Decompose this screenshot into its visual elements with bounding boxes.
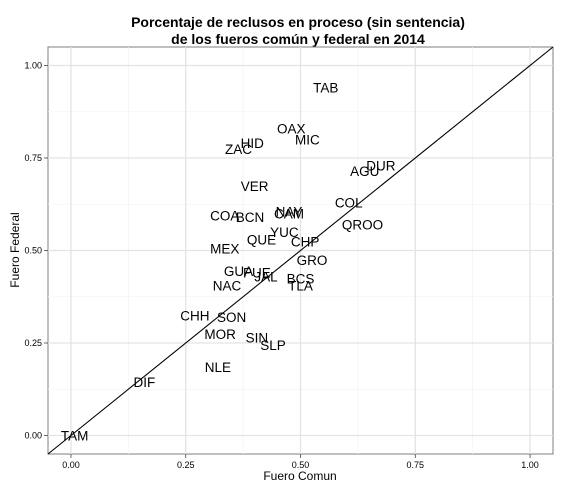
point-label-coa: COA xyxy=(210,208,239,223)
point-label-mic: MIC xyxy=(295,133,320,148)
point-label-tla: TLA xyxy=(288,279,313,294)
point-label-chp: CHP xyxy=(291,234,320,249)
point-label-gro: GRO xyxy=(297,253,328,268)
point-label-qroo: QROO xyxy=(342,218,383,233)
point-label-nac: NAC xyxy=(213,279,242,294)
y-tick-label: 0.75 xyxy=(24,153,42,163)
point-label-ver: VER xyxy=(241,179,269,194)
x-tick-label: 0.50 xyxy=(292,460,310,470)
point-label-yuc: YUC xyxy=(270,225,299,240)
x-tick-label: 1.00 xyxy=(521,460,539,470)
point-label-sin: SIN xyxy=(246,330,269,345)
y-tick-label: 0.25 xyxy=(24,338,42,348)
x-tick-label: 0.75 xyxy=(407,460,425,470)
point-label-nle: NLE xyxy=(205,360,231,375)
point-label-que: QUE xyxy=(247,232,276,247)
x-tick-label: 0.00 xyxy=(62,460,80,470)
point-label-oax: OAX xyxy=(277,121,306,136)
plot-area: 0.00 0.25 0.50 0.75 1.00 0.00 0.25 0.50 0.75 1.00… xyxy=(24,46,554,470)
chart-title-line-1: Porcentaje de reclusos en proceso (sin s… xyxy=(131,14,465,30)
point-label-mor: MOR xyxy=(204,327,236,342)
point-label-nay: NAY xyxy=(276,205,303,220)
point-label-son: SON xyxy=(217,310,246,325)
point-label-hid: HID xyxy=(241,136,265,151)
point-label-cam: CAM xyxy=(274,207,304,222)
point-label-tam: TAM xyxy=(61,429,89,444)
point-label-dif: DIF xyxy=(134,375,156,390)
y-axis-title: Fuero Federal xyxy=(8,212,22,287)
point-label-mex: MEX xyxy=(210,242,239,257)
point-label-tab: TAB xyxy=(313,81,338,96)
point-label-zac: ZAC xyxy=(225,142,252,157)
point-label-gua: GUA xyxy=(224,264,253,279)
point-label-jal: JAL xyxy=(254,269,278,284)
point-label-dur: DUR xyxy=(366,158,395,173)
point-label-chh: CHH xyxy=(180,308,209,323)
x-axis-title: Fuero Comun xyxy=(263,469,336,483)
point-label-col: COL xyxy=(335,195,363,210)
y-tick-label: 0.50 xyxy=(24,246,42,256)
point-label-agu: AGU xyxy=(350,164,379,179)
chart-title-line-2: de los fueros común y federal en 2014 xyxy=(171,31,425,47)
y-tick-label: 1.00 xyxy=(24,61,42,71)
point-label-bcs: BCS xyxy=(287,271,315,286)
y-tick-label: 0.00 xyxy=(24,431,42,441)
point-label-bcn: BCN xyxy=(236,210,265,225)
point-label-pue: PUE xyxy=(243,266,271,281)
point-label-slp: SLP xyxy=(260,338,286,353)
identity-line xyxy=(47,46,554,455)
x-tick-label: 0.25 xyxy=(177,460,195,470)
